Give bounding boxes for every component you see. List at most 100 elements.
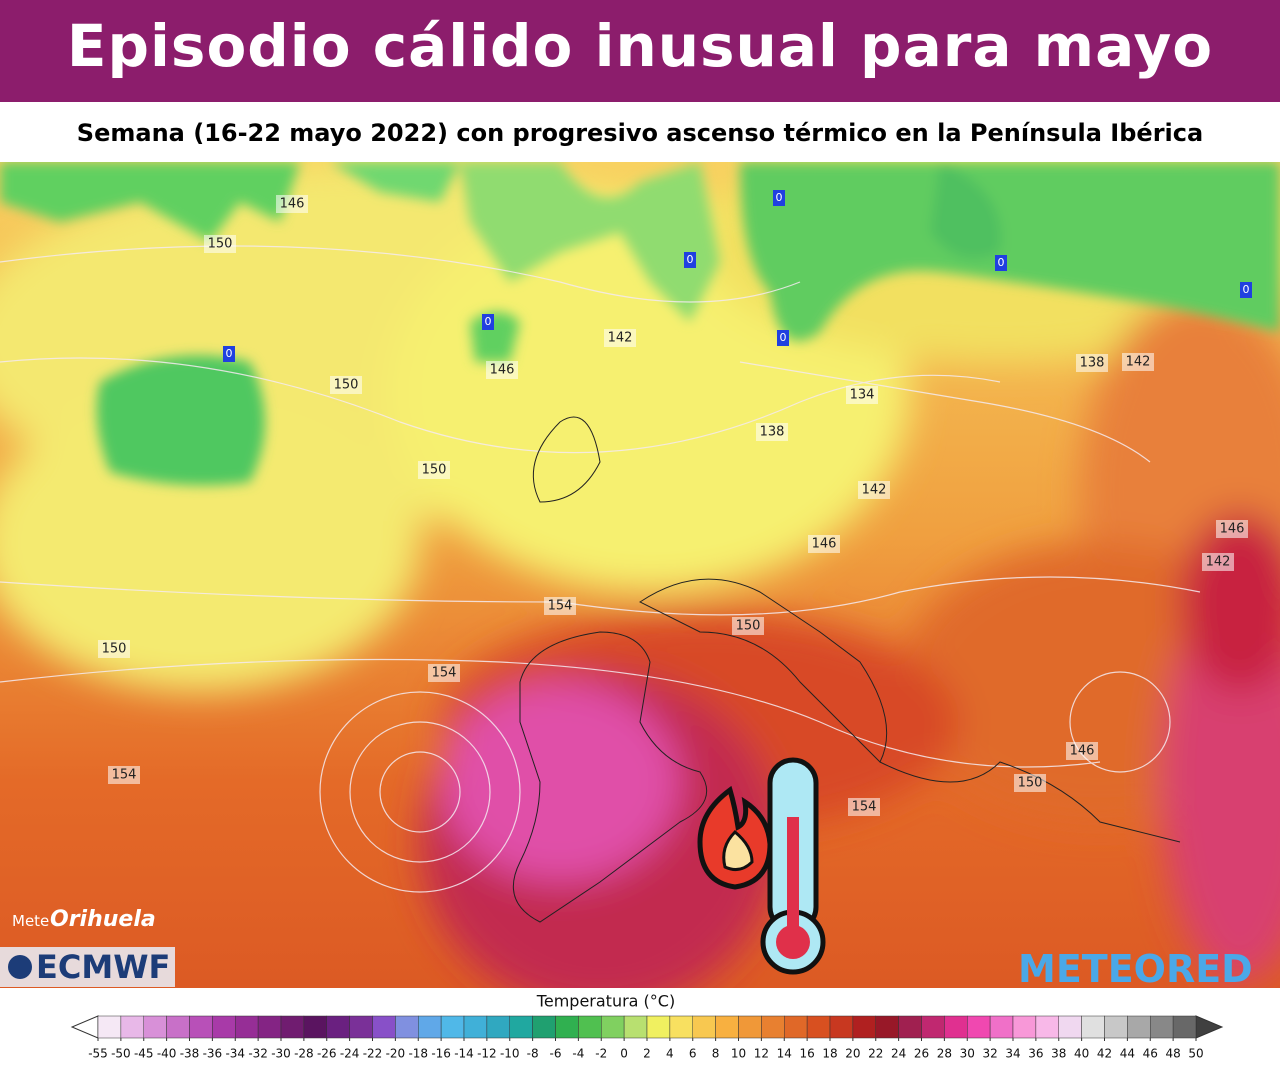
- colorbar-tick-label: -14: [454, 1047, 474, 1061]
- colorbar-swatch: [280, 1015, 305, 1039]
- contour-label-bg: [98, 640, 130, 658]
- contour-label: 142: [862, 483, 887, 498]
- contour-label: 146: [490, 363, 515, 378]
- contour-label-bg: [428, 664, 460, 682]
- colorbar-swatch: [692, 1015, 716, 1039]
- contour-label-bg: [1216, 520, 1248, 538]
- contour-label: 134: [850, 388, 875, 403]
- colorbar-swatch: [738, 1015, 762, 1039]
- colorbar-swatch: [921, 1015, 945, 1039]
- contour-label: 150: [334, 378, 359, 393]
- colorbar-tick-label: -18: [408, 1047, 428, 1061]
- colorbar: -55 -50 -45 -40 -38 -36 -34 -32 -30 -28 -26 -24 -22-…: [70, 1015, 1224, 1061]
- colorbar-tick-label: 4: [666, 1047, 674, 1061]
- zero-label: 0: [1243, 283, 1250, 296]
- contour-label: 154: [548, 599, 573, 614]
- colorbar-swatch: [1058, 1015, 1082, 1039]
- colorbar-tick-label: -55: [88, 1047, 108, 1061]
- colorbar-tick-label: 14: [777, 1047, 792, 1061]
- ecmwf-icon: [8, 955, 32, 979]
- contour-label: 154: [112, 768, 137, 783]
- colorbar-tick-label: -30: [271, 1047, 291, 1061]
- zero-label-bg: [684, 252, 696, 268]
- colorbar-swatch: [189, 1015, 213, 1039]
- colorbar-tick-label: 6: [689, 1047, 697, 1061]
- colorbar-tick-label: -38: [180, 1047, 200, 1061]
- contour-label: 138: [760, 425, 785, 440]
- colorbar-swatch: [1012, 1015, 1037, 1039]
- colorbar-swatch: [486, 1015, 510, 1039]
- colorbar-tick-label: 32: [982, 1047, 997, 1061]
- colorbar-tick-label: -50: [111, 1047, 131, 1061]
- contour-label: 138: [1080, 356, 1105, 371]
- logo-meteo: Mete: [12, 912, 49, 930]
- colorbar-tick-label: -32: [248, 1047, 268, 1061]
- colorbar-swatch: [349, 1015, 373, 1039]
- colorbar-tick-label: -4: [572, 1047, 584, 1061]
- colorbar-tick-label: 38: [1051, 1047, 1066, 1061]
- contour-label-bg: [418, 461, 450, 479]
- contour-label: 150: [1018, 776, 1043, 791]
- colorbar-tick-label: 28: [937, 1047, 952, 1061]
- colorbar-tick-label: -22: [363, 1047, 383, 1061]
- colorbar-swatch: [143, 1015, 167, 1039]
- contour-label: 142: [1126, 355, 1151, 370]
- contour-labels: 150 146 150 146 142 150 138 142 134 138 142 146 142 1…: [98, 190, 1252, 816]
- colorbar-tick-label: -24: [340, 1047, 360, 1061]
- colorbar-tick-label: 18: [822, 1047, 837, 1061]
- contour-label: 146: [280, 197, 305, 212]
- land-green: [0, 162, 1280, 486]
- colorbar-tick-label: 22: [868, 1047, 883, 1061]
- zero-label-bg: [777, 330, 789, 346]
- colorbar-swatch: [120, 1015, 144, 1039]
- colorbar-swatch: [372, 1015, 396, 1039]
- colorbar-tick-label: -12: [477, 1047, 497, 1061]
- colorbar-swatch: [784, 1015, 808, 1039]
- zero-label: 0: [780, 331, 787, 344]
- subtitle: Semana (16-22 mayo 2022) con progresivo …: [76, 119, 1204, 147]
- colorbar-swatch: [1035, 1015, 1059, 1039]
- contour-label-bg: [330, 376, 362, 394]
- contour-label: 154: [432, 666, 457, 681]
- colorbar-swatch: [166, 1015, 190, 1039]
- colorbar-tick-label: -6: [550, 1047, 562, 1061]
- colorbar-tick-label: 8: [712, 1047, 720, 1061]
- colorbar-tick-label: -2: [595, 1047, 607, 1061]
- contour-label-bg: [1122, 353, 1154, 371]
- contour-label: 154: [852, 800, 877, 815]
- isobars: [0, 245, 1201, 893]
- heat-icons: [697, 757, 826, 975]
- colorbar-tick-label: -26: [317, 1047, 337, 1061]
- zero-label-bg: [482, 314, 494, 330]
- colorbar-tick-label: 2: [643, 1047, 651, 1061]
- colorbar-low: [70, 1015, 99, 1039]
- colorbar-tick-label: 42: [1097, 1047, 1112, 1061]
- contour-label-bg: [276, 195, 308, 213]
- legend-title: Temperatura (°C): [536, 992, 675, 1011]
- colorbar-tick-label: 20: [845, 1047, 860, 1061]
- colorbar-swatch: [944, 1015, 968, 1039]
- colorbar-swatch: [898, 1015, 922, 1039]
- colorbar-swatch: [1081, 1015, 1105, 1039]
- colorbar-swatch: [257, 1015, 282, 1039]
- logos: Mete Orihuela ECMWF METEORED: [0, 907, 1253, 988]
- colorbar-tick-label: -28: [294, 1047, 314, 1061]
- contour-label-bg: [1076, 354, 1108, 372]
- colorbar-swatch: [715, 1015, 739, 1039]
- contour-label: 146: [1070, 744, 1095, 759]
- colorbar-swatch: [806, 1015, 831, 1039]
- colorbar-swatch: [97, 1015, 122, 1039]
- colorbar-swatch: [761, 1015, 785, 1039]
- colorbar-swatch: [875, 1015, 899, 1039]
- colorbar-swatch: [532, 1015, 556, 1039]
- contour-label-bg: [1066, 742, 1098, 760]
- colorbar-tick-label: -34: [225, 1047, 245, 1061]
- colorbar-tick-label: -40: [157, 1047, 177, 1061]
- colorbar-tick-label: 36: [1028, 1047, 1043, 1061]
- colorbar-swatch: [1172, 1015, 1197, 1039]
- colorbar-tick-label: -45: [134, 1047, 154, 1061]
- colorbar-tick-label: 0: [620, 1047, 628, 1061]
- colorbar-swatch: [395, 1015, 419, 1039]
